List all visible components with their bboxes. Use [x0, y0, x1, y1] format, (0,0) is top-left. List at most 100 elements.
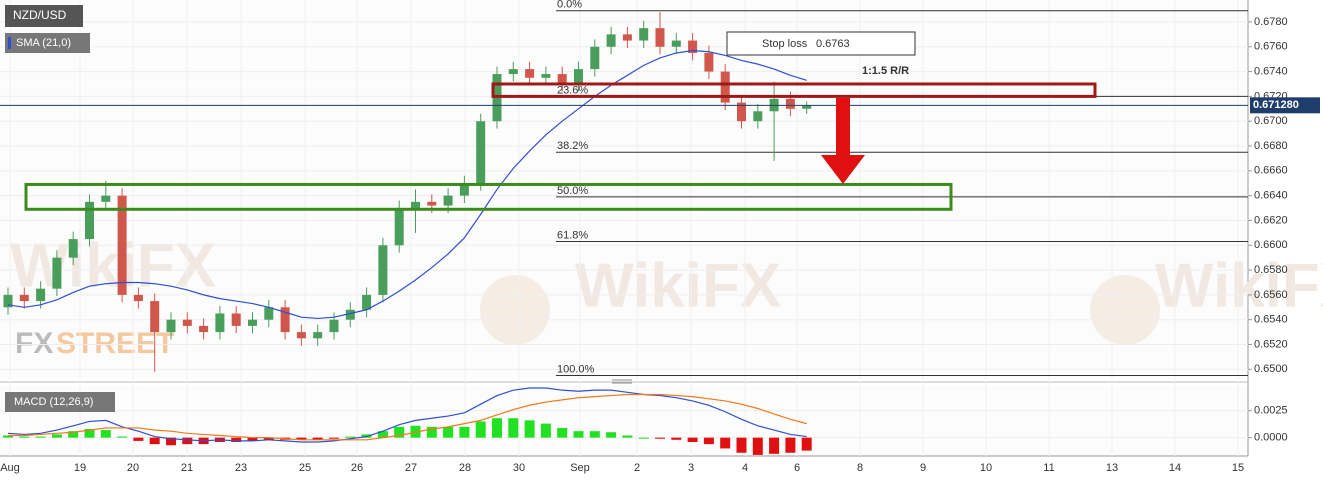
stop-loss-value: 0.6763 — [816, 38, 850, 50]
stop-loss-box — [726, 31, 916, 56]
candle-body — [362, 294, 372, 310]
x-tick-label: 8 — [857, 462, 863, 474]
macd-bar — [687, 437, 698, 442]
x-tick-label: 9 — [920, 462, 926, 474]
candle-body — [85, 201, 94, 240]
macd-bar — [671, 437, 682, 440]
y-tick-label: 0.6620 — [1254, 214, 1288, 226]
fib-label: 38.2% — [557, 140, 588, 152]
candle-body — [264, 307, 274, 320]
macd-bar — [100, 430, 111, 438]
candle-body — [574, 69, 583, 84]
zone — [491, 82, 1097, 98]
y-tick-label: 0.6580 — [1254, 264, 1288, 276]
macd-bar — [247, 437, 258, 441]
x-tick-label: 14 — [1169, 462, 1181, 474]
candle-body — [133, 294, 143, 302]
zone — [24, 182, 953, 211]
macd-bar — [557, 427, 568, 438]
legend-box — [5, 33, 90, 53]
x-tick-label: 25 — [299, 462, 311, 474]
y-tick-label: 0.6660 — [1254, 165, 1288, 177]
candle-body — [476, 121, 486, 184]
x-tick-label: 4 — [742, 462, 748, 474]
macd-bar — [589, 431, 600, 438]
candle-body — [606, 34, 616, 47]
candle-body — [557, 74, 567, 84]
candle-body — [19, 294, 29, 302]
candle-body — [688, 40, 698, 53]
candle-body — [590, 46, 600, 70]
candle-body — [720, 71, 730, 103]
candle-body — [704, 52, 714, 72]
x-tick-label: 27 — [405, 462, 417, 474]
y-tick-label: 0.6520 — [1254, 338, 1288, 350]
y-tick-label: 0.6780 — [1254, 16, 1288, 28]
macd-bar — [443, 426, 454, 438]
candle-body — [182, 319, 192, 326]
macd-bar — [3, 435, 13, 438]
x-tick-label: Aug — [0, 462, 20, 474]
macd-bar — [263, 437, 274, 440]
macd-bar — [51, 434, 62, 438]
x-tick-label: 3 — [688, 462, 694, 474]
candle-body — [117, 195, 127, 295]
macd-bar — [508, 418, 519, 438]
macd-legend-label: MACD (12,26,9) — [14, 396, 93, 408]
y-tick-label: 0.6540 — [1254, 314, 1288, 326]
x-tick-label: 30 — [513, 462, 525, 474]
x-tick-label: 21 — [181, 462, 193, 474]
macd-bar — [133, 437, 144, 441]
candle-body — [411, 201, 420, 209]
y-tick-label: 0.6700 — [1254, 115, 1288, 127]
x-tick-label: 2 — [634, 462, 640, 474]
macd-bar — [426, 426, 437, 438]
arrow — [821, 98, 865, 184]
candle-body — [427, 201, 437, 206]
stop-loss-label: Stop loss — [762, 38, 808, 50]
candle-body — [541, 74, 551, 78]
sma-line — [7, 49, 807, 320]
x-tick-label: 10 — [980, 462, 992, 474]
candle-body — [378, 245, 388, 295]
watermark-logo — [480, 275, 550, 345]
macd-bar — [345, 436, 356, 438]
x-tick-label: 28 — [459, 462, 471, 474]
macd-bar — [801, 437, 812, 451]
candle-body — [313, 332, 323, 339]
current-price-label: 0.671280 — [1253, 99, 1299, 111]
macd-bar — [459, 426, 470, 438]
x-tick-label: 23 — [235, 462, 247, 474]
current-price-box — [1250, 97, 1320, 114]
candle-body — [101, 195, 111, 202]
macd-bar — [394, 426, 405, 438]
macd-bar — [68, 431, 79, 438]
candle-body — [329, 319, 339, 333]
macd-bar — [524, 420, 535, 438]
watermark-text: WikiFX — [575, 251, 781, 320]
candle-body — [459, 183, 469, 196]
candle-body — [36, 288, 46, 302]
macd-bar — [720, 437, 731, 449]
macd-bar — [606, 432, 617, 438]
candle-body — [655, 28, 665, 47]
fib-label: 23.6% — [557, 84, 588, 96]
macd-bar — [752, 437, 763, 455]
watermark-logo — [1090, 275, 1160, 345]
legend-box — [5, 392, 115, 412]
x-tick-label: Sep — [570, 462, 590, 474]
watermark-brand: FX — [15, 327, 53, 360]
macd-bar — [785, 437, 796, 453]
macd-bar — [622, 435, 633, 438]
x-tick-label: 19 — [74, 462, 86, 474]
x-tick-label: 13 — [1106, 462, 1118, 474]
macd-bar — [540, 423, 551, 438]
macd-background — [0, 386, 1248, 456]
candle-body — [671, 40, 681, 47]
candle-body — [525, 69, 535, 78]
y-tick-label: 0.6640 — [1254, 190, 1288, 202]
x-tick-label: 26 — [351, 462, 363, 474]
candle-body — [345, 309, 355, 320]
pane-handle — [612, 379, 632, 384]
y-tick-label: 0.6760 — [1254, 41, 1288, 53]
